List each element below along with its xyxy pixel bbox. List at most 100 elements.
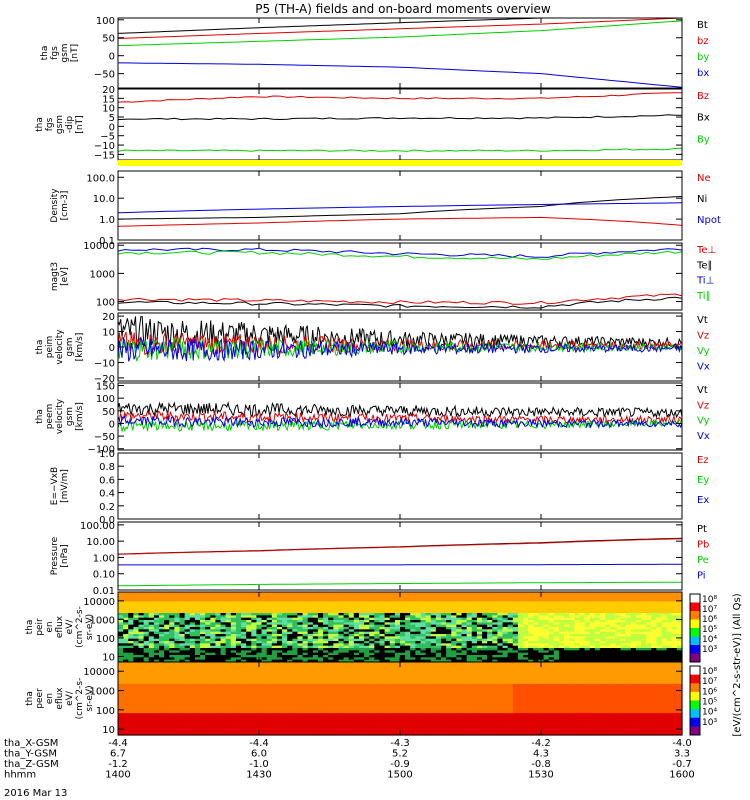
- heatmap-cell: [205, 617, 211, 621]
- heatmap-cell: [128, 666, 134, 670]
- heatmap-cell: [271, 722, 278, 726]
- heatmap-cell: [430, 620, 437, 623]
- heatmap-cell: [666, 645, 673, 649]
- heatmap-cell: [333, 722, 340, 726]
- heatmap-cell: [328, 698, 334, 702]
- heatmap-cell: [471, 599, 478, 602]
- heatmap-cell: [128, 698, 134, 702]
- heatmap-cell: [512, 650, 519, 654]
- heatmap-cell: [266, 717, 273, 721]
- heatmap-cell: [138, 648, 145, 651]
- heatmap-cell: [558, 657, 565, 661]
- heatmap-cell: [189, 631, 196, 635]
- heatmap-cell: [615, 650, 622, 654]
- heatmap-cell: [128, 683, 134, 687]
- heatmap-cell: [256, 666, 263, 670]
- heatmap-cell: [133, 664, 140, 668]
- heatmap-cell: [353, 648, 360, 651]
- heatmap-cell: [502, 631, 509, 635]
- heatmap-cell: [266, 679, 273, 683]
- heatmap-cell: [343, 703, 350, 707]
- heatmap-cell: [143, 617, 150, 621]
- heatmap-cell: [189, 691, 196, 695]
- heatmap-cell: [487, 603, 493, 607]
- heatmap-cell: [533, 624, 540, 628]
- heatmap-cell: [384, 636, 391, 640]
- heatmap-cell: [205, 681, 211, 685]
- heatmap-cell: [266, 634, 273, 637]
- heatmap-cell: [138, 674, 145, 678]
- heatmap-cell: [497, 650, 504, 654]
- heatmap-cell: [292, 659, 299, 663]
- heatmap-cell: [661, 659, 668, 663]
- heatmap-cell: [287, 617, 293, 621]
- heatmap-cell: [128, 713, 134, 717]
- heatmap-cell: [184, 688, 191, 692]
- y-axis-label: gsm: [60, 43, 70, 62]
- heatmap-cell: [225, 617, 232, 621]
- heatmap-cell: [302, 606, 309, 609]
- heatmap-cell: [148, 629, 155, 633]
- heatmap-cell: [333, 720, 340, 724]
- heatmap-cell: [671, 641, 678, 644]
- heatmap-cell: [261, 676, 268, 680]
- heatmap-cell: [174, 636, 181, 640]
- heatmap-cell: [246, 594, 252, 598]
- heatmap-cell: [230, 732, 237, 736]
- heatmap-cell: [189, 664, 196, 668]
- heatmap-cell: [661, 638, 668, 642]
- heatmap-cell: [543, 648, 550, 651]
- heatmap-cell: [538, 631, 545, 635]
- heatmap-cell: [174, 715, 181, 719]
- heatmap-cell: [133, 679, 140, 683]
- heatmap-cell: [615, 610, 622, 614]
- heatmap-cell: [343, 620, 350, 623]
- heatmap-cell: [394, 622, 401, 626]
- heatmap-cell: [143, 715, 150, 719]
- heatmap-cell: [312, 622, 319, 626]
- heatmap-cell: [241, 715, 247, 719]
- heatmap-cell: [261, 613, 268, 616]
- heatmap-cell: [523, 629, 529, 633]
- heatmap-cell: [456, 592, 463, 595]
- heatmap-cell: [569, 610, 575, 614]
- heatmap-cell: [487, 643, 493, 647]
- heatmap-cell: [553, 599, 560, 602]
- heatmap-cell: [487, 596, 493, 600]
- heatmap-cell: [374, 634, 381, 637]
- heatmap-cell: [517, 592, 524, 595]
- heatmap-cell: [441, 592, 447, 595]
- heatmap-cell: [220, 730, 227, 734]
- heatmap-cell: [441, 645, 447, 649]
- heatmap-cell: [276, 691, 283, 695]
- heatmap-cell: [148, 679, 155, 683]
- heatmap-cell: [353, 620, 360, 623]
- heatmap-cell: [241, 730, 247, 734]
- heatmap-cell: [523, 599, 529, 602]
- heatmap-cell: [374, 652, 381, 656]
- heatmap-cell: [276, 638, 283, 642]
- heatmap-cell: [548, 594, 555, 598]
- heatmap-cell: [615, 594, 622, 598]
- heatmap-cell: [179, 710, 186, 714]
- heatmap-cell: [528, 610, 534, 614]
- heatmap-cell: [184, 722, 191, 726]
- heatmap-cell: [584, 617, 591, 621]
- heatmap-cell: [661, 629, 668, 633]
- heatmap-cell: [215, 610, 222, 614]
- heatmap-cell: [502, 620, 509, 623]
- heatmap-cell: [625, 652, 632, 656]
- heatmap-cell: [343, 603, 350, 607]
- heatmap-cell: [256, 720, 263, 724]
- heatmap-cell: [184, 715, 191, 719]
- heatmap-cell: [148, 634, 155, 637]
- heatmap-cell: [184, 641, 191, 644]
- heatmap-cell: [189, 674, 196, 678]
- heatmap-cell: [615, 592, 622, 595]
- heatmap-cell: [307, 683, 314, 687]
- heatmap-cell: [138, 627, 145, 630]
- heatmap-cell: [358, 652, 365, 656]
- heatmap-cell: [174, 730, 181, 734]
- heatmap-cell: [323, 659, 329, 663]
